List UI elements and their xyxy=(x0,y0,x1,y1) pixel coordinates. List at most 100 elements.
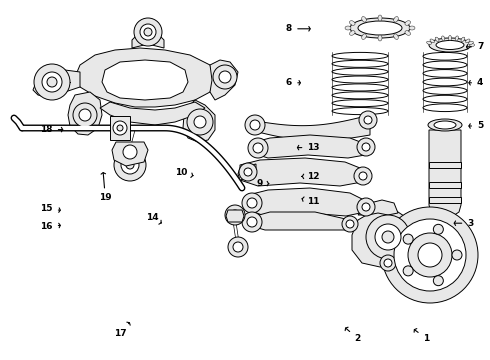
Ellipse shape xyxy=(332,84,388,91)
Circle shape xyxy=(187,109,213,135)
Circle shape xyxy=(140,24,156,40)
Circle shape xyxy=(452,250,462,260)
Polygon shape xyxy=(352,210,418,267)
Polygon shape xyxy=(238,164,256,180)
Circle shape xyxy=(438,255,452,269)
Circle shape xyxy=(354,167,372,185)
Ellipse shape xyxy=(423,69,467,77)
Ellipse shape xyxy=(436,40,464,49)
Circle shape xyxy=(247,198,257,208)
Polygon shape xyxy=(132,24,164,48)
Ellipse shape xyxy=(427,41,432,44)
Circle shape xyxy=(433,276,443,286)
Polygon shape xyxy=(75,48,215,107)
Circle shape xyxy=(242,193,262,213)
Text: 12: 12 xyxy=(302,172,320,181)
Polygon shape xyxy=(183,100,215,142)
Circle shape xyxy=(364,116,372,124)
Text: 9: 9 xyxy=(256,179,269,188)
Circle shape xyxy=(359,111,377,129)
Ellipse shape xyxy=(362,17,367,22)
Ellipse shape xyxy=(423,61,467,69)
Ellipse shape xyxy=(405,21,411,25)
Ellipse shape xyxy=(441,36,445,41)
Circle shape xyxy=(134,18,162,46)
Polygon shape xyxy=(255,135,368,158)
Ellipse shape xyxy=(423,87,467,94)
Circle shape xyxy=(228,237,248,257)
Circle shape xyxy=(230,210,240,220)
Circle shape xyxy=(245,115,265,135)
Polygon shape xyxy=(100,102,205,125)
Circle shape xyxy=(342,216,358,232)
Polygon shape xyxy=(102,60,188,100)
Ellipse shape xyxy=(428,119,462,131)
Polygon shape xyxy=(246,188,368,216)
Text: 16: 16 xyxy=(40,222,60,231)
Circle shape xyxy=(394,219,466,291)
Circle shape xyxy=(79,109,91,121)
Ellipse shape xyxy=(409,26,415,30)
Ellipse shape xyxy=(423,95,467,103)
Text: 1: 1 xyxy=(414,329,429,343)
Text: 19: 19 xyxy=(99,172,112,202)
Circle shape xyxy=(375,224,401,250)
Circle shape xyxy=(403,266,413,276)
Circle shape xyxy=(121,156,139,174)
Circle shape xyxy=(244,168,252,176)
Ellipse shape xyxy=(393,34,398,40)
Polygon shape xyxy=(210,60,238,100)
Circle shape xyxy=(248,138,268,158)
Ellipse shape xyxy=(423,104,467,112)
Ellipse shape xyxy=(350,18,410,38)
Ellipse shape xyxy=(435,37,439,41)
Circle shape xyxy=(380,255,396,271)
Ellipse shape xyxy=(448,36,451,40)
Text: 11: 11 xyxy=(302,197,320,206)
Text: 3: 3 xyxy=(454,219,473,228)
Ellipse shape xyxy=(393,17,398,22)
Circle shape xyxy=(357,198,375,216)
Circle shape xyxy=(403,234,413,244)
Ellipse shape xyxy=(349,21,355,25)
Circle shape xyxy=(47,77,57,87)
Circle shape xyxy=(42,72,62,92)
Polygon shape xyxy=(240,158,365,186)
Circle shape xyxy=(126,161,134,169)
Text: 17: 17 xyxy=(114,322,130,338)
Circle shape xyxy=(114,149,146,181)
Polygon shape xyxy=(226,210,244,222)
Circle shape xyxy=(382,231,394,243)
Circle shape xyxy=(362,203,370,211)
Circle shape xyxy=(213,65,237,89)
Polygon shape xyxy=(358,200,398,215)
Ellipse shape xyxy=(466,39,470,43)
Circle shape xyxy=(194,116,206,128)
Circle shape xyxy=(408,233,452,277)
Ellipse shape xyxy=(358,21,402,35)
Polygon shape xyxy=(112,142,148,166)
Circle shape xyxy=(144,28,152,36)
Polygon shape xyxy=(248,212,350,230)
Polygon shape xyxy=(68,92,102,135)
Text: 6: 6 xyxy=(286,78,300,87)
Ellipse shape xyxy=(455,36,459,41)
Text: 15: 15 xyxy=(40,204,60,213)
Ellipse shape xyxy=(332,53,388,59)
Ellipse shape xyxy=(378,15,382,21)
Ellipse shape xyxy=(349,31,355,35)
Circle shape xyxy=(239,163,257,181)
Ellipse shape xyxy=(434,121,456,129)
Text: 4: 4 xyxy=(469,78,484,87)
Text: 10: 10 xyxy=(175,168,193,177)
Polygon shape xyxy=(429,162,461,168)
Circle shape xyxy=(253,143,263,153)
Circle shape xyxy=(382,207,478,303)
Circle shape xyxy=(433,224,443,234)
Text: 5: 5 xyxy=(469,122,483,130)
Circle shape xyxy=(366,215,410,259)
Polygon shape xyxy=(429,197,461,203)
Ellipse shape xyxy=(345,26,351,30)
Circle shape xyxy=(431,248,459,276)
Ellipse shape xyxy=(468,41,473,44)
